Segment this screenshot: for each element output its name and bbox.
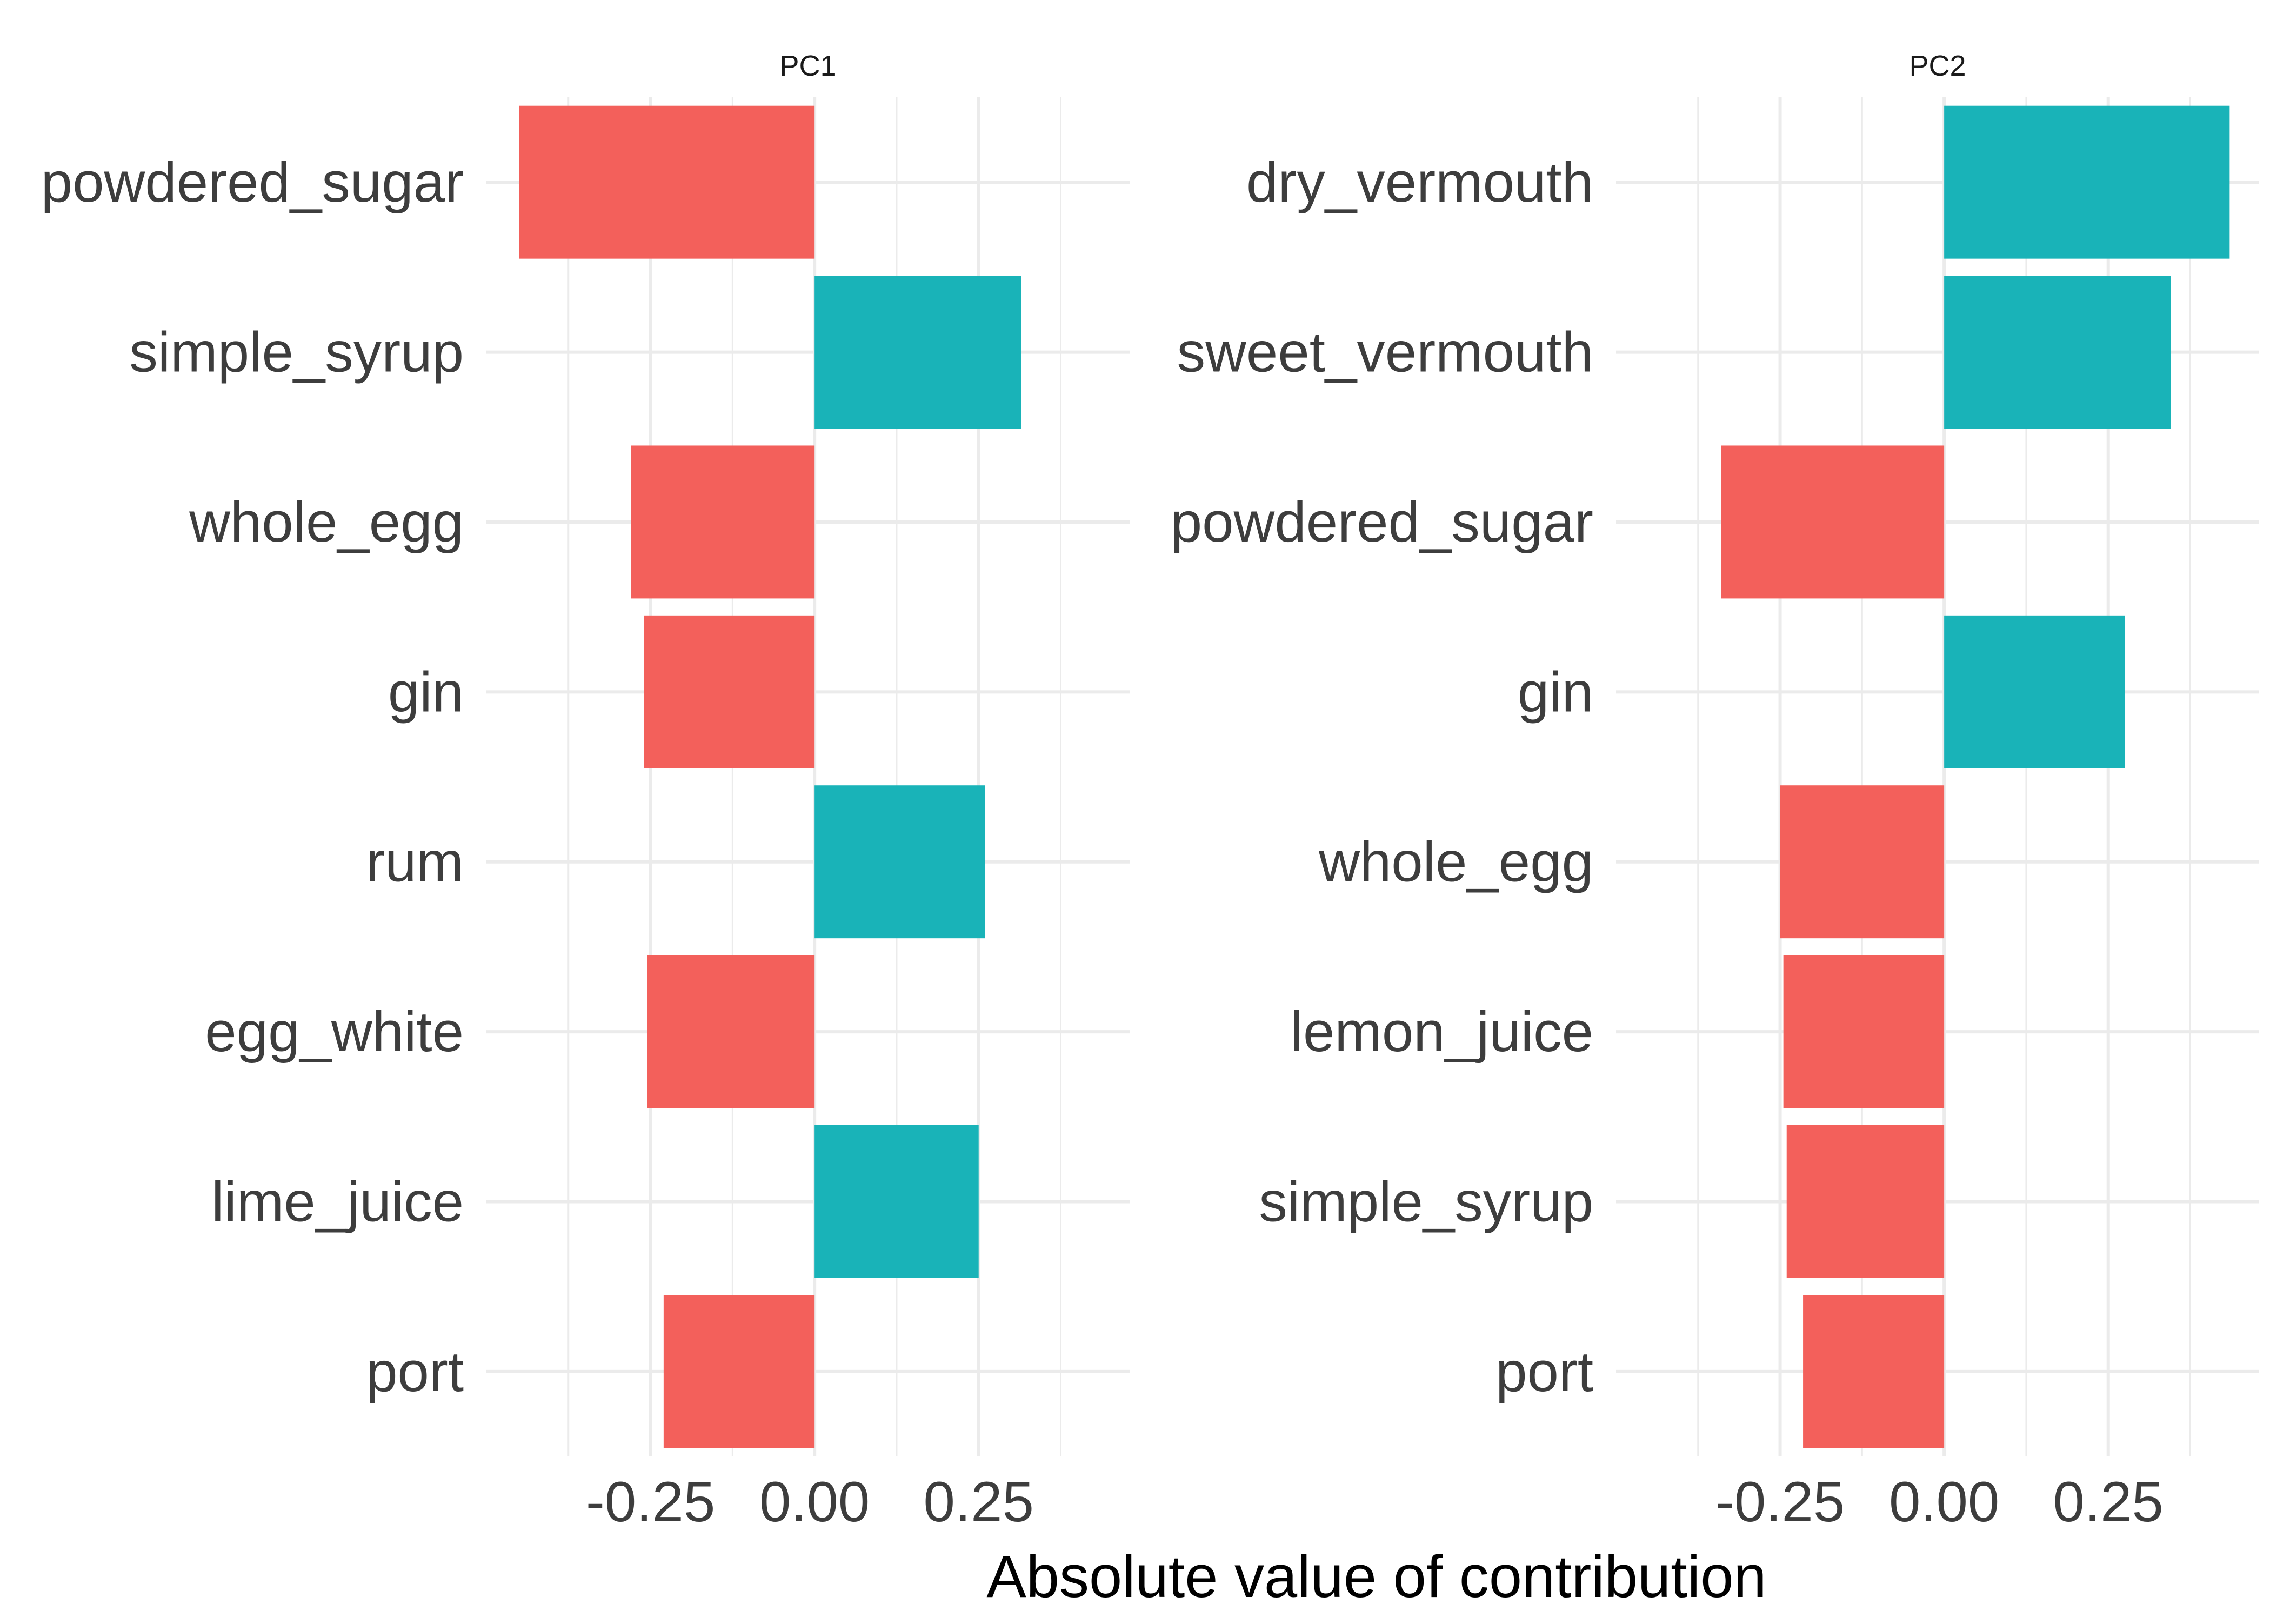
panel-title: PC2 (1909, 50, 1966, 82)
panel-title: PC1 (779, 50, 836, 82)
category-label: lemon_juice (1291, 1000, 1593, 1064)
category-label: simple_syrup (1259, 1170, 1593, 1233)
x-tick-label: -0.25 (1715, 1471, 1845, 1534)
category-label: sweet_vermouth (1177, 321, 1593, 384)
category-label: gin (1518, 660, 1593, 724)
category-label: whole_egg (189, 491, 464, 554)
panel-pc2: PC2 dry_vermouth sweet_vermouth powdered_su… (1171, 50, 2259, 1534)
category-label: powdered_sugar (1171, 491, 1593, 554)
category-label: dry_vermouth (1246, 151, 1593, 214)
bar-dry-vermouth (1944, 105, 2230, 259)
bar-powdered-sugar (1721, 445, 1945, 599)
category-label: simple_syrup (129, 321, 464, 384)
category-label: lime_juice (211, 1170, 464, 1233)
bar-gin (1944, 615, 2125, 768)
bar-sweet-vermouth (1944, 276, 2171, 429)
bar-rum (814, 785, 985, 939)
bar-port (663, 1295, 815, 1448)
x-axis-title: Absolute value of contribution (986, 1543, 1766, 1610)
x-tick-label: 0.00 (1889, 1471, 1999, 1534)
bar-whole-egg (631, 445, 815, 599)
x-tick-label: 0.00 (759, 1471, 870, 1534)
bar-simple-syrup (1786, 1125, 1945, 1278)
category-label: port (1495, 1340, 1593, 1404)
x-tick-label: 0.25 (2053, 1471, 2164, 1534)
category-label: egg_white (205, 1000, 464, 1064)
bar-lemon-juice (1783, 955, 1945, 1108)
panel-pc1: PC1 powdered_sugar simple_syrup whole_egggi… (41, 50, 1130, 1534)
bar-egg-white (647, 955, 815, 1108)
x-tick-label: 0.25 (924, 1471, 1034, 1534)
bar-whole-egg (1780, 785, 1945, 939)
bar-simple-syrup (814, 276, 1021, 429)
category-label: rum (366, 831, 464, 894)
category-label: gin (388, 660, 464, 724)
category-label: port (366, 1340, 464, 1404)
x-tick-label: -0.25 (586, 1471, 715, 1534)
category-label: powdered_sugar (41, 151, 464, 214)
bar-lime-juice (814, 1125, 979, 1278)
bar-port (1803, 1295, 1945, 1448)
bar-powdered-sugar (519, 105, 815, 259)
bar-gin (644, 615, 815, 768)
category-label: whole_egg (1318, 831, 1593, 894)
